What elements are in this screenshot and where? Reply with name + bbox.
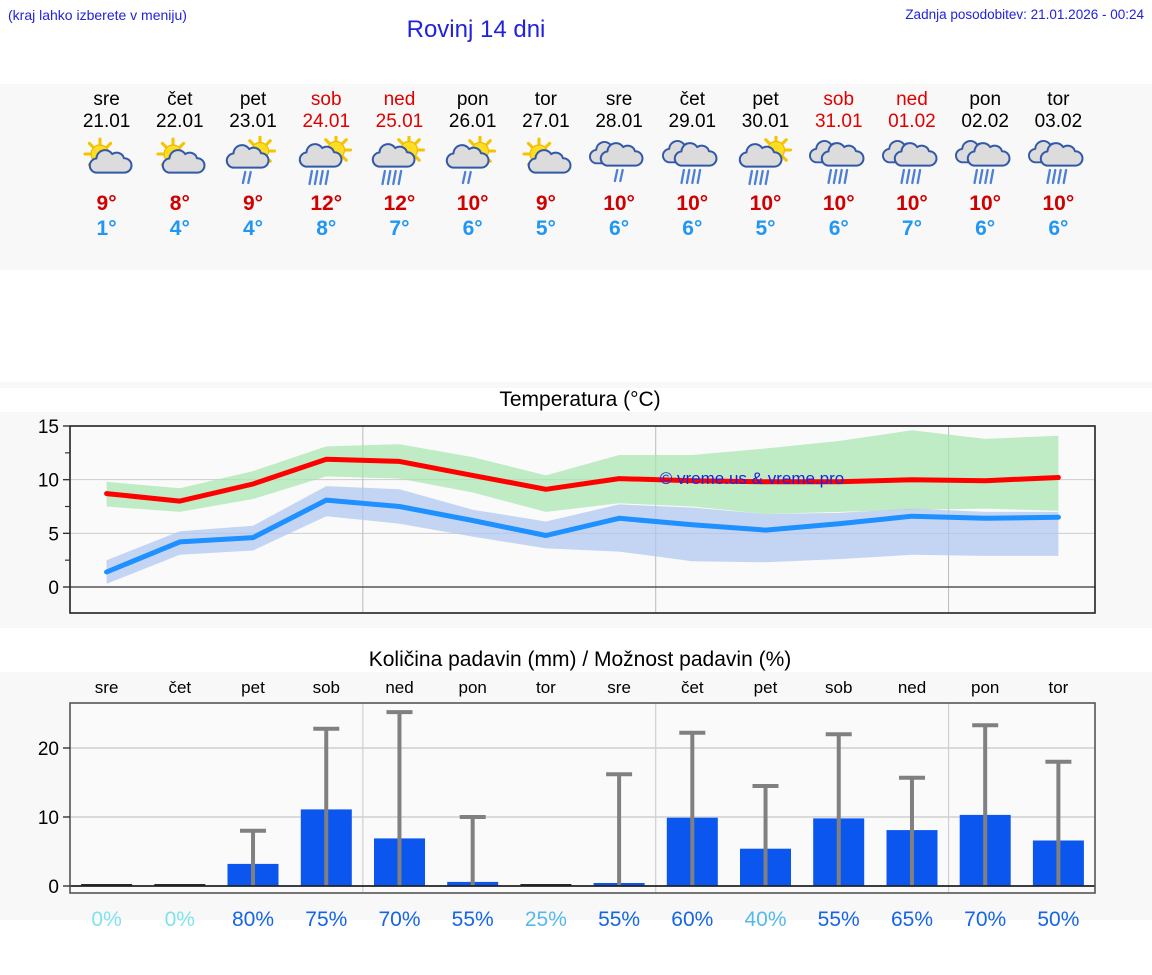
- page-header: (kraj lahko izberete v meniju) Rovinj 14…: [0, 0, 1152, 62]
- day-max-temp: 10°: [456, 192, 489, 215]
- sun-cloud-icon: [67, 135, 146, 191]
- day-min-temp: 6°: [462, 217, 483, 240]
- day-of-week-label: pet: [752, 89, 779, 110]
- day-date-label: 30.01: [741, 111, 790, 132]
- sun-cloud-icon: [506, 135, 585, 191]
- day-min-temp: 1°: [96, 217, 117, 240]
- daily-forecast-strip: sre 21.01 9° 1° čet 22.01 8° 4° pet 23.01 9° 4° s…: [0, 84, 1152, 270]
- day-column[interactable]: pet 23.01 9° 4°: [214, 84, 293, 241]
- day-max-temp: 12°: [310, 192, 343, 215]
- day-max-temp: 10°: [1042, 192, 1075, 215]
- day-column[interactable]: tor 27.01 9° 5°: [506, 84, 585, 241]
- day-date-label: 21.01: [82, 111, 131, 132]
- day-min-temp: 5°: [535, 217, 556, 240]
- day-min-temp: 4°: [242, 217, 264, 240]
- sun-cloud-rain-icon: [360, 135, 439, 191]
- day-date-label: 27.01: [522, 111, 570, 132]
- day-column[interactable]: tor 03.02 10° 6°: [1019, 84, 1098, 241]
- day-min-temp: 6°: [1048, 217, 1069, 240]
- day-of-week-label: ned: [383, 89, 416, 110]
- day-of-week-label: ned: [896, 89, 928, 110]
- day-of-week-label: čet: [679, 89, 705, 110]
- cloud-rain-icon: [799, 135, 878, 191]
- day-min-temp: 7°: [389, 217, 410, 240]
- day-date-label: 23.01: [229, 111, 277, 132]
- day-date-label: 28.01: [595, 111, 643, 132]
- day-min-temp: 7°: [901, 217, 922, 240]
- day-of-week-label: čet: [167, 89, 193, 110]
- day-min-temp: 5°: [755, 217, 776, 240]
- day-column[interactable]: sob 31.01 10° 6°: [799, 84, 878, 241]
- day-of-week-label: pon: [969, 89, 1002, 110]
- day-of-week-label: tor: [534, 89, 557, 110]
- day-of-week-label: sre: [93, 89, 120, 110]
- day-of-week-label: sre: [605, 89, 633, 110]
- day-min-temp: 4°: [169, 217, 190, 240]
- cloud-light-rain-icon: [580, 135, 659, 191]
- day-column[interactable]: sob 24.01 12° 8°: [287, 84, 366, 241]
- day-column[interactable]: ned 25.01 12° 7°: [360, 84, 439, 241]
- cloud-rain-icon: [653, 135, 732, 191]
- day-date-label: 29.01: [668, 111, 717, 132]
- day-min-temp: 6°: [682, 217, 703, 240]
- day-max-temp: 10°: [749, 192, 782, 215]
- day-of-week-label: pet: [239, 89, 267, 110]
- day-max-temp: 10°: [896, 192, 928, 215]
- day-date-label: 31.01: [814, 111, 863, 132]
- day-max-temp: 10°: [969, 192, 1002, 215]
- day-column[interactable]: pon 26.01 10° 6°: [433, 84, 512, 241]
- day-date-label: 02.02: [961, 111, 1009, 132]
- day-of-week-label: sob: [823, 89, 855, 110]
- day-column[interactable]: pon 02.02 10° 6°: [946, 84, 1025, 241]
- day-max-temp: 9°: [535, 192, 556, 215]
- sun-cloud-rain-icon: [726, 135, 805, 191]
- day-column[interactable]: pet 30.01 10° 5°: [726, 84, 805, 241]
- temperature-chart-background: [0, 382, 1152, 628]
- page-title: Rovinj 14 dni: [406, 16, 546, 43]
- cloud-rain-icon: [872, 135, 951, 191]
- day-max-temp: 8°: [169, 192, 190, 215]
- day-date-label: 22.01: [156, 111, 204, 132]
- menu-hint-text: (kraj lahko izberete v meniju): [8, 7, 187, 23]
- day-date-label: 24.01: [302, 111, 351, 132]
- sun-cloud-light-rain-icon: [214, 135, 293, 191]
- sun-cloud-icon: [140, 135, 219, 191]
- day-of-week-label: tor: [1047, 89, 1070, 110]
- cloud-rain-icon: [946, 135, 1025, 191]
- day-column[interactable]: sre 21.01 9° 1°: [67, 84, 146, 241]
- day-max-temp: 10°: [603, 192, 635, 215]
- day-of-week-label: sob: [310, 89, 342, 110]
- temperature-chart-title: Temperatura (°C): [0, 388, 1152, 412]
- sun-cloud-light-rain-icon: [433, 135, 512, 191]
- sun-cloud-rain-icon: [287, 135, 366, 191]
- day-max-temp: 12°: [383, 192, 416, 215]
- day-min-temp: 6°: [975, 217, 996, 240]
- day-max-temp: 9°: [242, 192, 264, 215]
- day-min-temp: 6°: [828, 217, 849, 240]
- day-column[interactable]: ned 01.02 10° 7°: [872, 84, 951, 241]
- precipitation-chart-background: [0, 672, 1152, 920]
- day-max-temp: 9°: [96, 192, 117, 215]
- day-date-label: 01.02: [888, 111, 936, 132]
- day-date-label: 03.02: [1034, 111, 1083, 132]
- day-max-temp: 10°: [822, 192, 855, 215]
- day-min-temp: 6°: [609, 217, 630, 240]
- day-column[interactable]: čet 22.01 8° 4°: [140, 84, 219, 241]
- precipitation-chart-title: Količina padavin (mm) / Možnost padavin …: [368, 648, 792, 671]
- last-updated-text: Zadnja posodobitev: 21.01.2026 - 00:24: [905, 7, 1144, 22]
- day-min-temp: 8°: [316, 217, 337, 240]
- day-date-label: 26.01: [448, 111, 497, 132]
- day-column[interactable]: sre 28.01 10° 6°: [580, 84, 659, 241]
- day-date-label: 25.01: [375, 111, 424, 132]
- day-of-week-label: pon: [456, 89, 489, 110]
- day-column[interactable]: čet 29.01 10° 6°: [653, 84, 732, 241]
- day-max-temp: 10°: [676, 192, 709, 215]
- cloud-rain-icon: [1019, 135, 1098, 191]
